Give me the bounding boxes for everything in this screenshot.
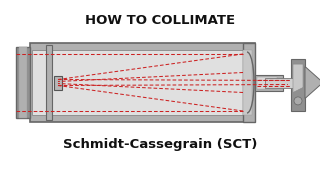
Bar	[291, 59, 305, 111]
Text: Schmidt-Cassegrain (SCT): Schmidt-Cassegrain (SCT)	[63, 138, 257, 151]
Polygon shape	[305, 66, 320, 98]
Circle shape	[294, 97, 302, 105]
Bar	[243, 43, 255, 122]
Bar	[46, 45, 52, 120]
Bar	[30, 43, 255, 122]
Text: HOW TO COLLIMATE: HOW TO COLLIMATE	[85, 14, 235, 27]
Bar	[243, 50, 252, 115]
Bar	[16, 47, 30, 118]
Bar	[255, 75, 283, 91]
Bar	[54, 75, 62, 89]
Bar	[257, 76, 277, 89]
Bar	[265, 78, 293, 87]
Bar	[32, 50, 251, 115]
Polygon shape	[293, 64, 303, 93]
Bar	[19, 47, 27, 118]
